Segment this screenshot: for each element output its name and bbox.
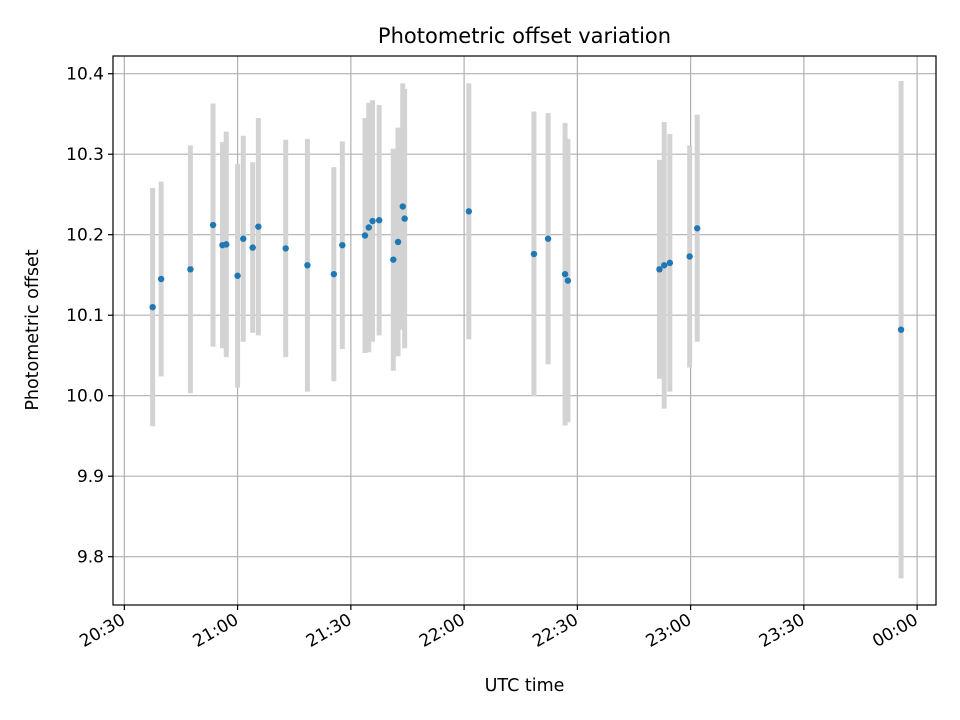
data-point bbox=[656, 266, 663, 273]
data-point bbox=[390, 256, 397, 263]
y-tick-label: 10.4 bbox=[66, 65, 104, 85]
y-tick-label: 9.9 bbox=[77, 467, 104, 487]
data-point bbox=[686, 253, 693, 260]
data-point bbox=[544, 235, 552, 242]
y-tick-label: 10.1 bbox=[66, 306, 104, 326]
data-point bbox=[282, 245, 289, 252]
data-point bbox=[249, 244, 256, 251]
data-point bbox=[187, 266, 194, 273]
data-point bbox=[240, 235, 247, 242]
data-point bbox=[304, 262, 311, 269]
data-point bbox=[694, 225, 701, 232]
data-point bbox=[660, 262, 668, 269]
data-point bbox=[666, 259, 674, 267]
data-point bbox=[223, 241, 230, 248]
data-point bbox=[369, 217, 376, 225]
data-point bbox=[209, 221, 217, 229]
y-tick-label: 10.2 bbox=[66, 226, 104, 246]
data-point bbox=[149, 303, 156, 311]
data-points bbox=[149, 203, 905, 333]
plot-frame bbox=[112, 55, 937, 606]
data-point bbox=[375, 217, 383, 224]
y-tick-label: 10.3 bbox=[66, 145, 104, 165]
data-point bbox=[401, 215, 408, 222]
data-point bbox=[897, 326, 905, 333]
data-point bbox=[255, 223, 262, 230]
y-axis: 9.8 9.9 10.0 10.1 10.2 10.3 10.4 bbox=[66, 65, 113, 568]
y-tick-label: 9.8 bbox=[77, 548, 104, 568]
data-point bbox=[361, 232, 369, 239]
data-point bbox=[561, 270, 569, 278]
x-axis-label: UTC time bbox=[485, 676, 565, 696]
data-point bbox=[394, 238, 402, 246]
data-point bbox=[399, 203, 406, 210]
data-point bbox=[157, 275, 165, 283]
data-point bbox=[530, 250, 538, 258]
data-point bbox=[365, 224, 372, 231]
data-point bbox=[234, 272, 241, 279]
y-axis-label: Photometric offset bbox=[23, 249, 43, 410]
data-point bbox=[465, 208, 473, 215]
data-point bbox=[330, 270, 338, 278]
data-point bbox=[339, 241, 346, 249]
chart-title: Photometric offset variation bbox=[378, 24, 671, 48]
data-point bbox=[564, 277, 572, 284]
y-tick-label: 10.0 bbox=[66, 387, 104, 407]
